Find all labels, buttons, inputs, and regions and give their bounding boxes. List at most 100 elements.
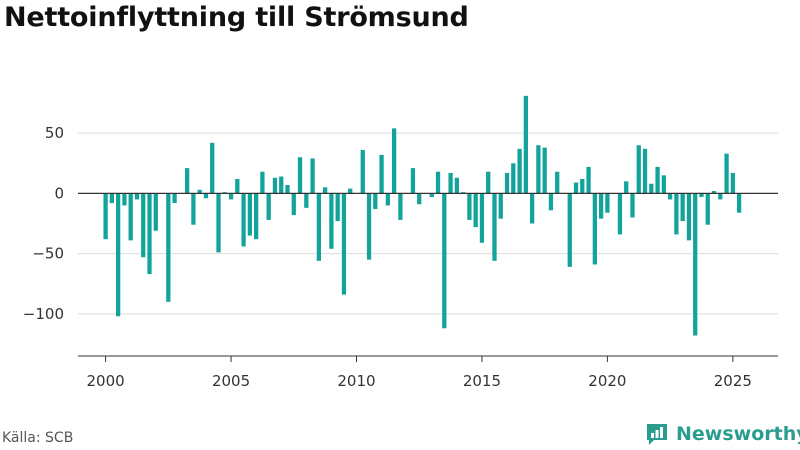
bar (454, 177, 459, 194)
bar (191, 193, 196, 225)
x-tick-label: 2025 (714, 372, 752, 390)
bar (498, 193, 503, 219)
x-axis: 2000 2005 2010 2015 2020 2025 (78, 355, 778, 390)
bar (636, 145, 641, 194)
bar (185, 168, 190, 194)
bar (705, 193, 710, 225)
y-tick-label: 0 (54, 184, 64, 202)
bar (693, 193, 698, 336)
bar (718, 193, 723, 200)
bar (473, 193, 478, 228)
bar (348, 188, 353, 194)
bar (241, 193, 246, 247)
bar (266, 193, 271, 220)
bar (517, 148, 522, 194)
bar (680, 193, 685, 222)
bar (536, 145, 541, 194)
x-tick-label: 2000 (87, 372, 125, 390)
bar (667, 193, 673, 200)
bar (398, 193, 403, 220)
bar (699, 193, 704, 198)
bar (153, 193, 158, 231)
bar (116, 193, 121, 317)
bar (360, 150, 365, 194)
bar (304, 193, 309, 208)
bar (122, 193, 127, 206)
bar (228, 193, 234, 200)
y-tick-label: −100 (23, 305, 64, 323)
bar (492, 193, 497, 261)
bar (335, 193, 340, 222)
bar (147, 193, 152, 275)
bar (661, 175, 666, 194)
bar (247, 193, 252, 236)
bar (674, 193, 679, 235)
bar (203, 193, 209, 199)
bar (134, 193, 140, 200)
bar (323, 187, 328, 194)
bar (166, 193, 171, 302)
bar (310, 158, 315, 194)
bar (128, 193, 133, 241)
chart-title: Nettoinflyttning till Strömsund (4, 2, 469, 33)
y-tick-label: 50 (45, 124, 64, 142)
bar (279, 176, 284, 194)
bar (429, 193, 434, 198)
bar (542, 147, 547, 194)
bar (435, 171, 441, 194)
x-tick-label: 2010 (337, 372, 375, 390)
bar (291, 193, 296, 216)
bar (297, 157, 303, 194)
bar (210, 142, 215, 194)
bar (197, 189, 202, 194)
bar (385, 193, 390, 206)
x-tick-label: 2015 (463, 372, 501, 390)
bar (511, 163, 516, 194)
newsworthy-logo-icon (647, 424, 667, 445)
bar (141, 193, 146, 258)
bar (479, 193, 485, 243)
bar (172, 193, 177, 204)
bar (730, 172, 735, 194)
bar (272, 177, 278, 194)
bar (555, 171, 560, 194)
bar (260, 171, 265, 194)
bar (624, 181, 629, 194)
bar-chart: 2000 2005 2010 2015 2020 2025 −100 −50 0 50 (23, 95, 778, 390)
bar (504, 172, 510, 194)
bar (467, 193, 472, 220)
bar (573, 182, 579, 194)
source-note: Källa: SCB (2, 430, 74, 446)
bar (341, 193, 347, 295)
brand-logo[interactable]: Newsworthy (644, 421, 800, 447)
bar (103, 193, 108, 240)
bar (598, 193, 604, 219)
bar (711, 190, 717, 194)
bar (548, 193, 554, 211)
x-tick-label: 2020 (588, 372, 626, 390)
bar (567, 193, 572, 267)
bar (724, 153, 729, 194)
gridlines (78, 132, 778, 315)
bar (605, 193, 610, 213)
bar (592, 193, 597, 265)
bar (379, 154, 384, 194)
bar (586, 166, 591, 194)
bar (442, 193, 447, 329)
bar (736, 193, 742, 213)
bar (529, 193, 535, 224)
y-tick-label: −50 (32, 245, 64, 263)
x-tick-label: 2005 (212, 372, 250, 390)
bar (254, 193, 259, 240)
bars (103, 95, 742, 336)
bar (410, 168, 416, 194)
y-axis: −100 −50 0 50 (23, 124, 64, 323)
bar (486, 171, 491, 194)
bar (391, 128, 397, 194)
bar (649, 183, 654, 194)
bar (235, 178, 240, 194)
bar (630, 193, 635, 218)
bar (523, 95, 528, 194)
bar (580, 178, 585, 194)
brand-name: Newsworthy (676, 423, 800, 445)
